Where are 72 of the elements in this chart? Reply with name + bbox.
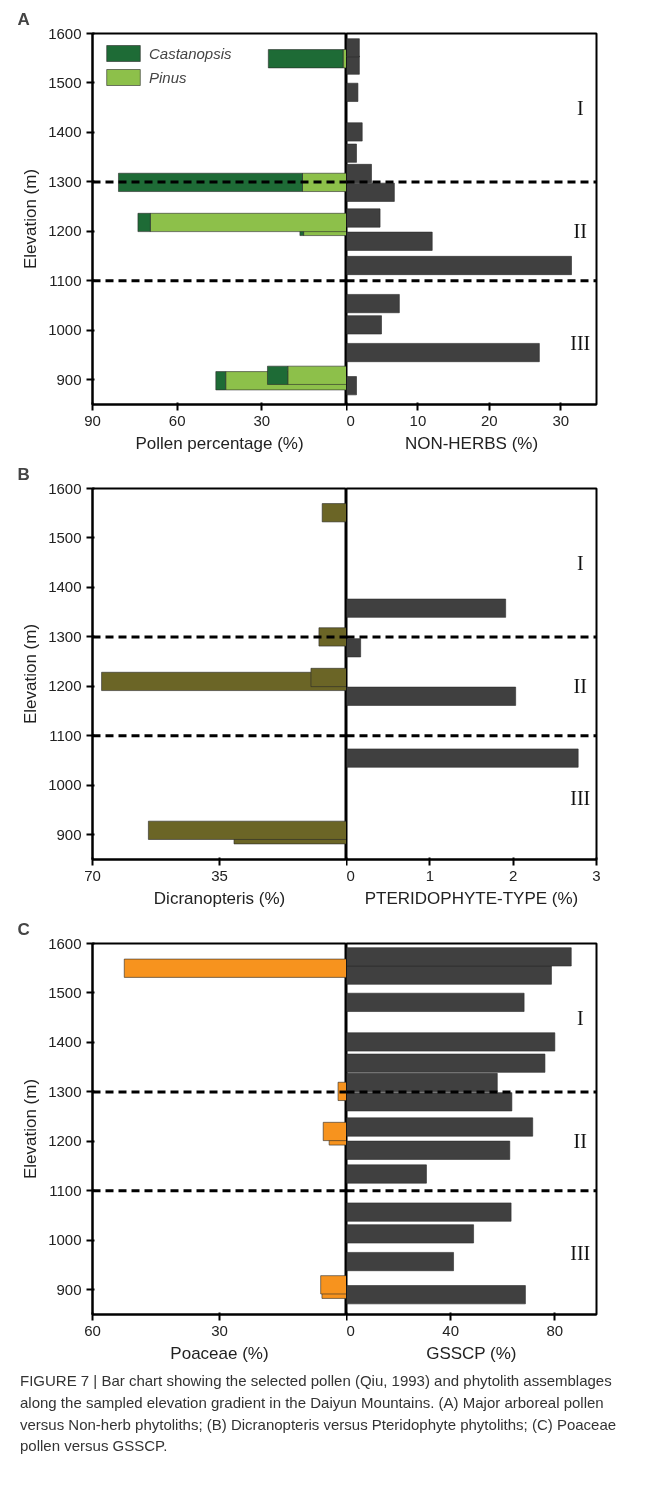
x-tick-label: 3 xyxy=(592,866,601,884)
annotation: III xyxy=(570,1241,591,1264)
annotation: I xyxy=(576,96,584,119)
y-tick-label: 1200 xyxy=(48,1132,82,1150)
x-tick-label: 60 xyxy=(168,411,186,429)
y-tick-label: 1400 xyxy=(48,1033,82,1051)
x-axis-title: Dicranopteris (%) xyxy=(153,888,286,908)
x-tick-label: 2 xyxy=(509,866,518,884)
caption: FIGURE 7 | Bar chart showing the selected pollen (Qiu, 1993) and phytolith assemblages along the sampled elevation gradient in the Daiyun Mountains. (A) Major arboreal pollen versus Non-herb phytoliths; (B) Dicranopteris versus Pteridophyte phytoliths; (C) Poaceae pollen versus GSSCP. xyxy=(20,1371,618,1457)
y-tick-label: 1400 xyxy=(48,578,82,596)
x-tick-label: 30 xyxy=(211,1321,228,1339)
x-tick-label: 30 xyxy=(552,411,570,429)
chart-title: C xyxy=(17,919,30,939)
y-tick-label: 1200 xyxy=(48,222,82,240)
x-tick-label: 20 xyxy=(481,411,498,429)
y-tick-label: 900 xyxy=(56,370,82,388)
y-tick-label: 1300 xyxy=(48,1082,82,1100)
x-tick-label: 70 xyxy=(84,866,101,884)
annotation: II xyxy=(573,675,587,698)
y-tick-label: 1500 xyxy=(48,983,82,1001)
y-tick-label: 1000 xyxy=(48,1231,82,1249)
x-tick-label: 40 xyxy=(442,1321,460,1339)
y-tick-label: 1500 xyxy=(48,528,82,546)
x-tick-label: 35 xyxy=(211,866,228,884)
x-tick-label: 90 xyxy=(84,411,101,429)
y-tick-label: 900 xyxy=(56,1280,82,1298)
annotation: II xyxy=(573,220,587,243)
chart-title: B xyxy=(17,464,30,484)
x-tick-label: 0 xyxy=(346,866,355,884)
x-tick-label: 10 xyxy=(409,411,427,429)
x-axis-title: Pollen percentage (%) xyxy=(135,433,304,453)
legend-label: Castanopsis xyxy=(149,44,232,62)
x-axis-title: NON-HERBS (%) xyxy=(404,433,539,453)
y-tick-label: 1000 xyxy=(48,776,82,794)
bar xyxy=(346,256,572,275)
x-tick-label: 60 xyxy=(84,1321,101,1339)
y-tick-label: 1000 xyxy=(48,321,82,339)
y-tick-label: 1100 xyxy=(49,1181,82,1199)
chart-title: A xyxy=(17,9,30,29)
y-tick-label: 1600 xyxy=(48,479,82,497)
y-axis-title: Elevation (m) xyxy=(21,1078,41,1180)
x-axis-title: PTERIDOPHYTE-TYPE (%) xyxy=(364,888,579,908)
annotation: III xyxy=(570,331,591,354)
bar xyxy=(346,294,400,314)
x-axis-title: GSSCP (%) xyxy=(426,1343,517,1363)
bar xyxy=(346,82,359,102)
y-tick-label: 1200 xyxy=(48,677,82,695)
x-tick-label: 0 xyxy=(346,411,355,429)
y-tick-label: 1300 xyxy=(48,627,82,645)
y-tick-label: 1400 xyxy=(48,123,82,141)
legend-label: Pinus xyxy=(149,68,187,86)
y-tick-label: 900 xyxy=(56,825,82,843)
y-axis-title: Elevation (m) xyxy=(21,168,41,270)
x-tick-label: 30 xyxy=(253,411,271,429)
annotation: I xyxy=(576,1006,584,1029)
x-axis-title: Poaceae (%) xyxy=(170,1343,269,1363)
y-tick-label: 1600 xyxy=(48,24,82,42)
bar xyxy=(321,503,346,523)
y-tick-label: 1100 xyxy=(49,726,82,744)
bar xyxy=(346,315,382,335)
y-tick-label: 1600 xyxy=(48,934,82,952)
y-tick-label: 1500 xyxy=(48,73,82,91)
x-tick-label: 1 xyxy=(425,866,435,884)
x-tick-label: 0 xyxy=(346,1321,355,1339)
y-tick-label: 1300 xyxy=(48,172,82,190)
y-axis-title: Elevation (m) xyxy=(21,623,41,725)
annotation: III xyxy=(570,786,591,809)
annotation: I xyxy=(576,551,584,574)
annotation: II xyxy=(573,1130,587,1153)
y-tick-label: 1100 xyxy=(49,271,82,289)
x-tick-label: 80 xyxy=(546,1321,564,1339)
bar xyxy=(346,343,540,363)
